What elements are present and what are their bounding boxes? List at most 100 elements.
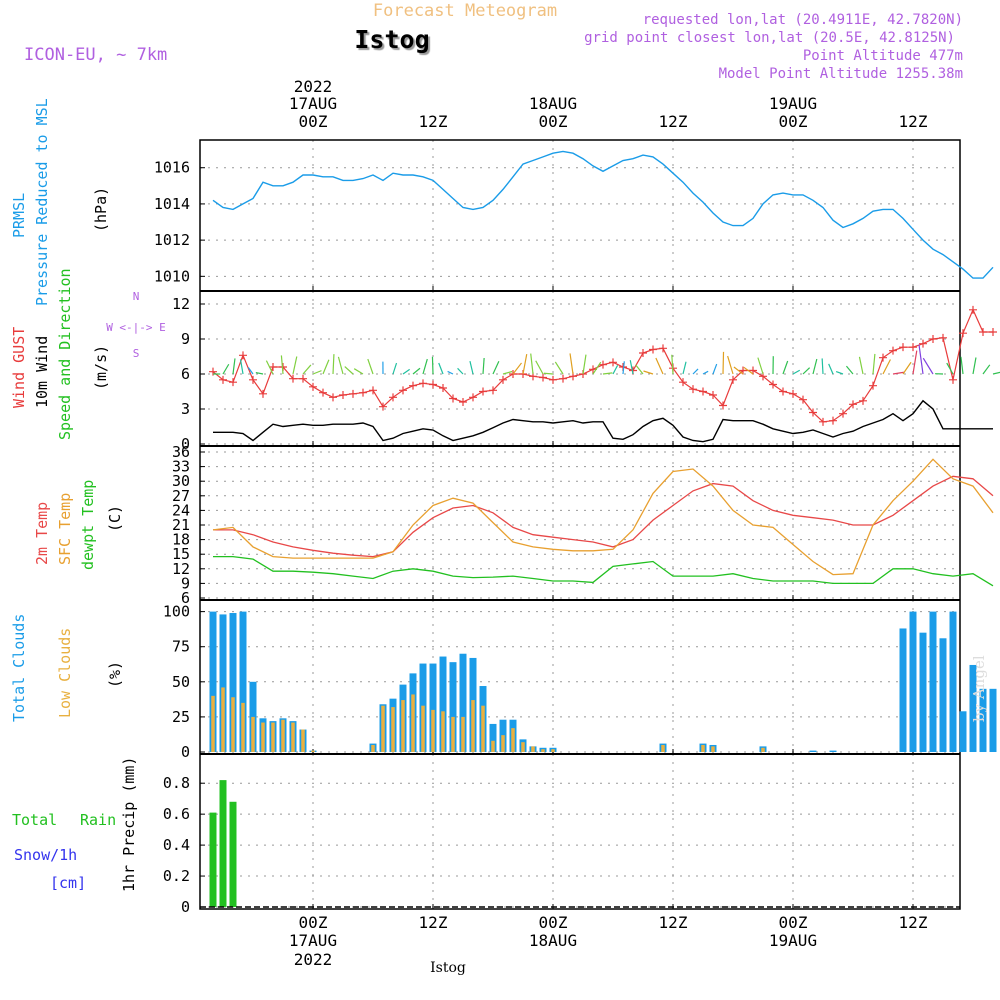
- y-tick-label: 12: [172, 295, 190, 313]
- prmsl-line: [212, 150, 994, 279]
- wind-arrow: [828, 363, 834, 375]
- gust-marker: [779, 387, 787, 396]
- top-time-label: 00Z: [779, 112, 808, 131]
- low-cloud-bar: [441, 711, 445, 752]
- y-tick-label: 0: [181, 898, 190, 916]
- gust-marker: [339, 391, 347, 399]
- wind-arrow: [992, 371, 1000, 375]
- low-cloud-bar: [471, 700, 475, 752]
- gust-marker: [459, 398, 467, 406]
- gust-marker: [439, 384, 447, 392]
- gust-marker: [879, 353, 887, 362]
- wind-arrow: [492, 360, 500, 375]
- gust-marker: [649, 345, 657, 354]
- wind-arrow: [222, 363, 230, 375]
- low-cloud-bar: [531, 746, 535, 752]
- low-cloud-bar: [461, 716, 465, 752]
- gust-marker: [219, 375, 227, 384]
- precip-bar: [219, 780, 227, 907]
- gust-marker: [389, 393, 397, 402]
- wind-arrow: [280, 355, 284, 375]
- y-tick-label: 12: [172, 560, 190, 578]
- gust-marker: [969, 305, 977, 314]
- bottom-time-label: 00Z: [779, 913, 808, 932]
- temp-unit: (C): [106, 505, 124, 532]
- temp-sfc-label: SFC Temp: [56, 493, 74, 565]
- total-cloud-bar: [809, 750, 817, 752]
- wind-arrow: [782, 360, 789, 375]
- bottom-time-label: 2022: [294, 950, 333, 969]
- total-cloud-bar: [429, 663, 437, 752]
- low-cloud-bar: [411, 694, 415, 752]
- gust-marker: [479, 387, 487, 396]
- wind-arrow: [530, 353, 534, 375]
- wind-arrow: [743, 366, 754, 375]
- y-tick-label: 9: [181, 330, 190, 348]
- gust-marker: [359, 388, 367, 397]
- y-tick-label: 9: [181, 574, 190, 592]
- gust-marker: [599, 360, 607, 369]
- panel-wind: 0 3 6 9 12: [172, 291, 960, 453]
- gust-marker: [909, 343, 917, 352]
- gust-marker: [539, 373, 547, 382]
- wind-arrow: [912, 350, 918, 375]
- model-label: ICON-EU, ~ 7km: [24, 45, 167, 65]
- compass-n: N: [133, 290, 140, 303]
- pressure-unit: (hPa): [92, 187, 110, 232]
- gust-marker: [449, 394, 457, 403]
- gust-marker: [329, 393, 337, 402]
- gust-marker: [889, 346, 897, 355]
- wind-arrow: [902, 361, 912, 375]
- wind-arrow: [482, 357, 485, 375]
- wind-arrow: [392, 362, 398, 375]
- cloud-labels: Total Clouds Low Clouds (%): [10, 614, 124, 722]
- wind-arrow: [312, 370, 322, 375]
- gust-marker: [739, 366, 747, 375]
- wind-arrow: [821, 358, 824, 375]
- y-tick-label: 27: [172, 487, 190, 505]
- top-time-label: 2022: [294, 77, 333, 96]
- wind-arrow: [622, 361, 625, 375]
- gust-marker: [269, 363, 277, 371]
- total-cloud-bar: [909, 611, 917, 752]
- low-cloud-bar: [551, 749, 555, 752]
- wind-arrow: [543, 372, 554, 375]
- gust-marker: [719, 401, 727, 410]
- y-tick-label: 15: [172, 545, 190, 563]
- total-cloud-bar: [489, 723, 497, 752]
- gust-marker: [639, 349, 647, 357]
- low-cloud-bar: [541, 749, 545, 752]
- gust-marker: [749, 366, 757, 375]
- total-cloud-bar: [979, 688, 987, 752]
- low-cloud-bar: [711, 746, 715, 752]
- total-cloud-bar: [969, 664, 977, 752]
- low-cloud-bar: [391, 707, 395, 752]
- y-tick-label: 0: [181, 743, 190, 761]
- precip-bar: [209, 812, 217, 907]
- wind-arrow: [337, 356, 344, 375]
- low-cloud-bar: [211, 695, 215, 752]
- y-tick-label: 0: [181, 435, 190, 453]
- gust-marker: [819, 417, 827, 426]
- wind-arrow: [582, 354, 587, 375]
- precip-bar: [229, 801, 237, 907]
- gust-marker: [399, 386, 407, 395]
- wind-arrow: [643, 370, 654, 375]
- wind-arrow: [344, 366, 354, 375]
- top-time-label: 00Z: [299, 112, 328, 131]
- gust-marker: [429, 380, 437, 389]
- total-cloud-bar: [939, 638, 947, 752]
- wind-arrow: [702, 370, 709, 375]
- total-cloud-bar: [439, 656, 447, 752]
- wind-unit: (m/s): [92, 345, 110, 390]
- wind-10m-label: 10m Wind: [33, 336, 51, 408]
- bottom-time-label: 12Z: [419, 913, 448, 932]
- wind-arrow: [982, 364, 991, 375]
- wind-arrow: [447, 370, 454, 375]
- low-cloud-bar: [311, 750, 315, 752]
- y-tick-label: 75: [172, 638, 190, 656]
- temp-labels: 2m Temp SFC Temp dewpt Temp (C): [33, 480, 124, 570]
- total-cloud-bar: [919, 632, 927, 752]
